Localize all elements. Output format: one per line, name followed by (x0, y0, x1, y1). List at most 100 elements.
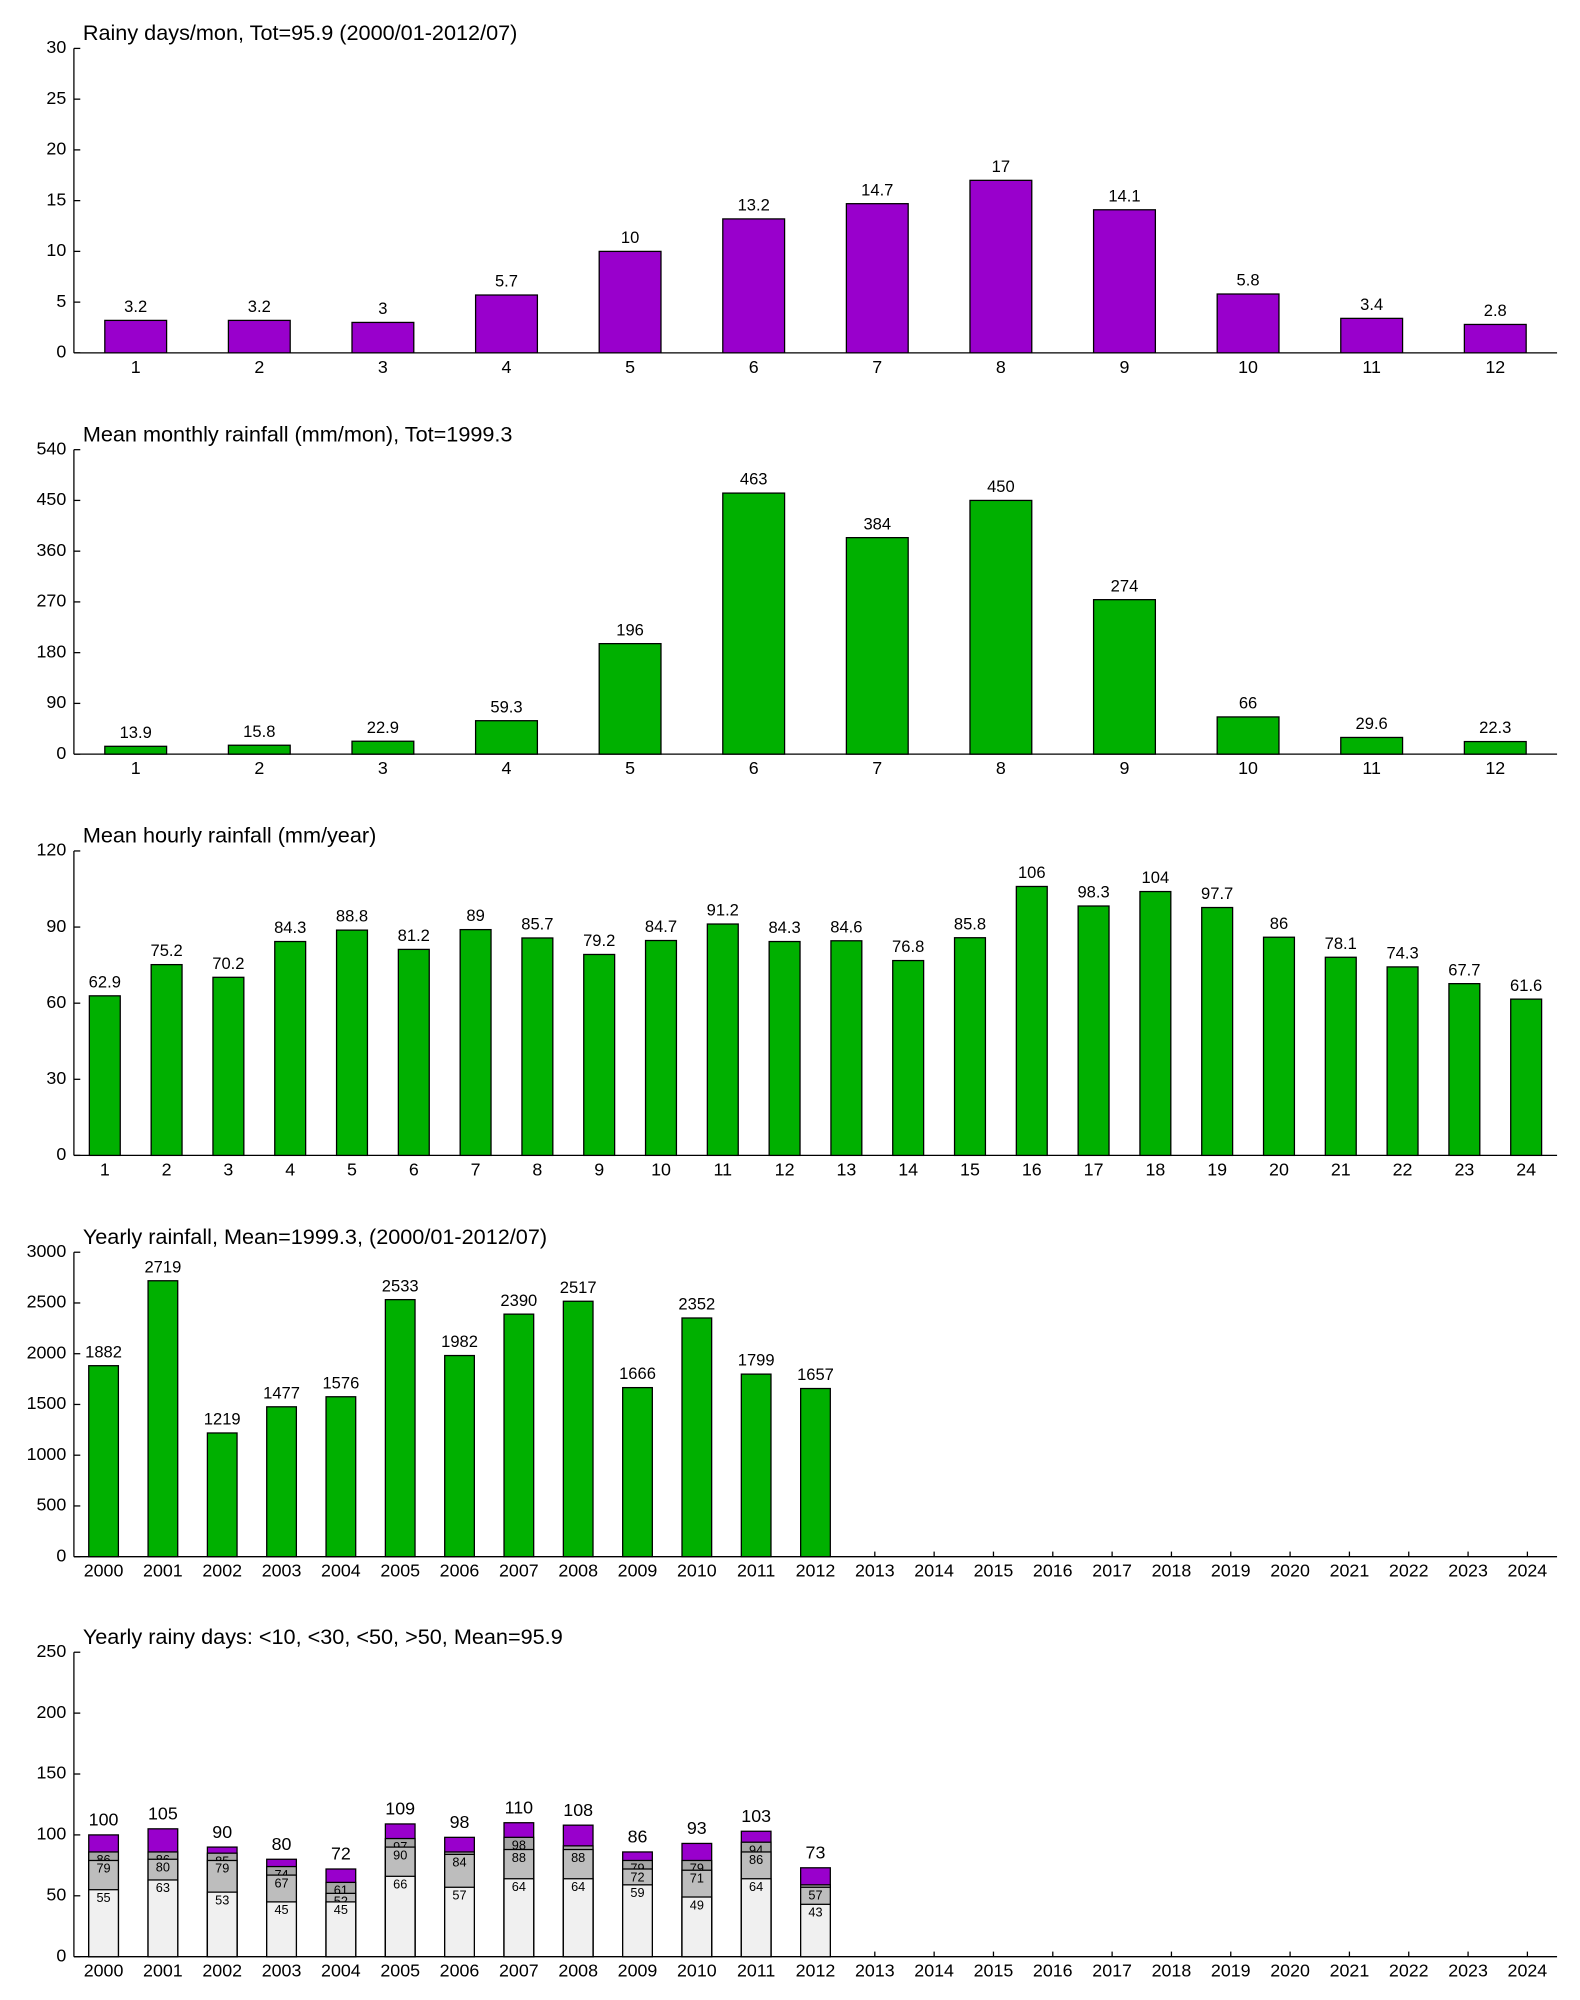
y-tick-label: 250 (37, 1641, 67, 1661)
value-label: 14.7 (861, 180, 893, 199)
bar (1015, 885, 1048, 1157)
value-label: 84.3 (768, 918, 800, 937)
x-tick-label: 4 (502, 758, 512, 778)
bar (1201, 906, 1234, 1157)
value-label: 2719 (144, 1257, 181, 1276)
y-tick-label: 5 (56, 291, 66, 311)
x-tick-label: 7 (872, 758, 882, 778)
value-label: 88 (512, 1850, 526, 1865)
value-label: 274 (1111, 576, 1139, 595)
x-tick-label: 2024 (1508, 1561, 1548, 1581)
bar (474, 294, 539, 354)
x-tick-label: 2019 (1211, 1561, 1251, 1581)
value-label: 384 (863, 514, 891, 533)
x-tick-label: 2004 (321, 1561, 361, 1581)
x-tick-label: 2000 (84, 1561, 124, 1581)
y-tick-label: 180 (37, 641, 67, 661)
value-label: 109 (385, 1799, 415, 1819)
x-tick-label: 2012 (796, 1561, 836, 1581)
bar (800, 1903, 831, 1958)
chart-title: Yearly rainfall, Mean=1999.3, (2000/01-2… (83, 1224, 547, 1249)
x-tick-label: 5 (347, 1159, 357, 1179)
x-tick-label: 2015 (974, 1561, 1014, 1581)
x-tick-label: 6 (409, 1159, 419, 1179)
value-label: 79 (96, 1861, 110, 1876)
y-tick-label: 1500 (27, 1393, 67, 1413)
value-label: 74.3 (1386, 944, 1418, 963)
value-label: 72 (331, 1844, 351, 1864)
value-label: 450 (987, 477, 1015, 496)
bar (104, 745, 168, 755)
x-tick-label: 2018 (1152, 1961, 1192, 1981)
x-tick-label: 2012 (796, 1961, 836, 1981)
x-tick-label: 2000 (84, 1961, 124, 1981)
bar (266, 1406, 298, 1558)
y-tick-label: 540 (37, 438, 67, 458)
value-label: 22.3 (1479, 718, 1511, 737)
x-tick-label: 3 (378, 357, 388, 377)
value-label: 59 (630, 1885, 644, 1900)
x-tick-label: 2019 (1211, 1961, 1251, 1981)
x-tick-label: 2 (162, 1159, 172, 1179)
x-tick-label: 7 (872, 357, 882, 377)
bar (351, 740, 415, 755)
bar (969, 179, 1033, 354)
x-tick-label: 2013 (855, 1561, 895, 1581)
x-tick-label: 2 (254, 357, 264, 377)
value-label: 70.2 (212, 954, 244, 973)
x-tick-label: 6 (749, 758, 759, 778)
bar (88, 995, 121, 1157)
bar (969, 499, 1033, 755)
x-tick-label: 2023 (1448, 1561, 1488, 1581)
bar (622, 1884, 653, 1958)
bar (598, 642, 662, 755)
x-tick-label: 2011 (737, 1561, 775, 1581)
x-tick-label: 19 (1207, 1159, 1227, 1179)
value-label: 98 (512, 1838, 526, 1853)
y-tick-label: 2500 (27, 1292, 67, 1312)
bar (1092, 599, 1157, 755)
value-label: 1219 (204, 1410, 241, 1429)
value-label: 53 (215, 1892, 229, 1907)
bar (206, 1432, 238, 1558)
x-tick-label: 2023 (1448, 1961, 1488, 1981)
bar (598, 250, 662, 354)
bar (274, 940, 307, 1157)
x-tick-label: 12 (1485, 357, 1505, 377)
x-tick-label: 2010 (677, 1561, 717, 1581)
y-tick-label: 500 (37, 1495, 67, 1515)
bar (335, 929, 369, 1157)
value-label: 1882 (85, 1342, 122, 1361)
x-tick-label: 2017 (1092, 1561, 1132, 1581)
bar (740, 1878, 772, 1958)
value-label: 64 (571, 1879, 585, 1894)
bar (740, 1373, 772, 1558)
bar (562, 1878, 594, 1958)
x-tick-label: 8 (996, 758, 1006, 778)
x-tick-label: 17 (1084, 1159, 1104, 1179)
bar (1139, 890, 1172, 1157)
x-tick-label: 9 (1120, 758, 1130, 778)
x-tick-label: 3 (223, 1159, 233, 1179)
x-tick-label: 2010 (677, 1961, 717, 1981)
value-label: 15.8 (243, 722, 275, 741)
y-tick-label: 60 (46, 992, 66, 1012)
value-label: 64 (749, 1879, 763, 1894)
bar (681, 1317, 713, 1558)
y-tick-label: 20 (46, 139, 66, 159)
x-tick-label: 7 (471, 1159, 481, 1179)
x-tick-label: 11 (1362, 758, 1381, 778)
value-label: 1477 (263, 1383, 300, 1402)
bar (1216, 716, 1280, 755)
bar (521, 937, 554, 1157)
bar (583, 953, 616, 1157)
x-tick-label: 9 (594, 1159, 604, 1179)
value-label: 63 (156, 1880, 170, 1895)
x-tick-label: 6 (749, 357, 759, 377)
value-label: 1657 (797, 1365, 834, 1384)
x-tick-label: 2006 (440, 1961, 480, 1981)
value-label: 85.7 (521, 915, 553, 934)
bar (227, 319, 291, 354)
value-label: 67 (274, 1875, 288, 1890)
